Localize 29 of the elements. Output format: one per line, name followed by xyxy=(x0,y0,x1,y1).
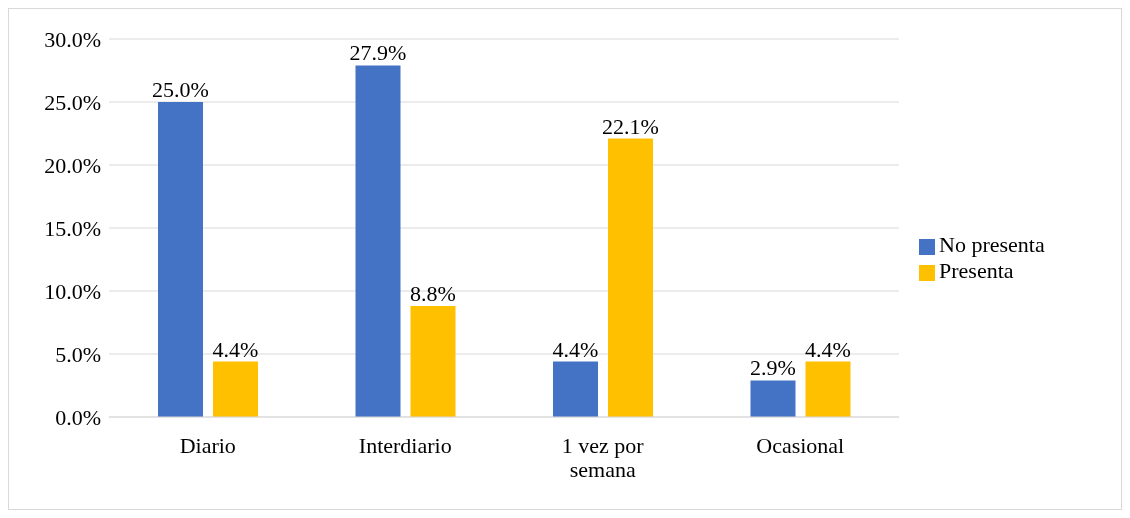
x-tick-label: Ocasional xyxy=(756,432,845,458)
legend-label: No presenta xyxy=(939,232,1045,257)
bar xyxy=(213,361,258,417)
y-tick-label: 15.0% xyxy=(44,215,101,241)
y-tick-label: 10.0% xyxy=(44,278,101,304)
data-label: 27.9% xyxy=(349,40,407,66)
x-tick-label: 1 vez por semana xyxy=(561,432,645,482)
data-label: 4.4% xyxy=(805,336,851,362)
bar xyxy=(805,361,851,417)
y-tick-label: 30.0% xyxy=(44,26,101,52)
data-label: 8.8% xyxy=(410,281,456,307)
data-label: 4.4% xyxy=(212,336,259,362)
data-label: 22.1% xyxy=(602,113,659,139)
x-tick-label: Diario xyxy=(179,432,236,458)
bar xyxy=(158,102,203,417)
y-tick-label: 0.0% xyxy=(55,404,101,430)
legend-label: Presenta xyxy=(939,258,1014,283)
bar xyxy=(553,361,598,417)
x-tick-label: Interdiario xyxy=(358,432,452,458)
y-tick-label: 20.0% xyxy=(44,152,101,178)
bar xyxy=(608,138,653,417)
data-label: 25.0% xyxy=(152,77,209,102)
bar xyxy=(750,380,796,417)
data-label: 2.9% xyxy=(750,355,796,381)
data-label: 4.4% xyxy=(552,336,599,362)
bar xyxy=(410,306,456,417)
y-tick-label: 5.0% xyxy=(55,341,101,367)
bar xyxy=(355,65,401,417)
y-tick-label: 25.0% xyxy=(44,89,101,115)
